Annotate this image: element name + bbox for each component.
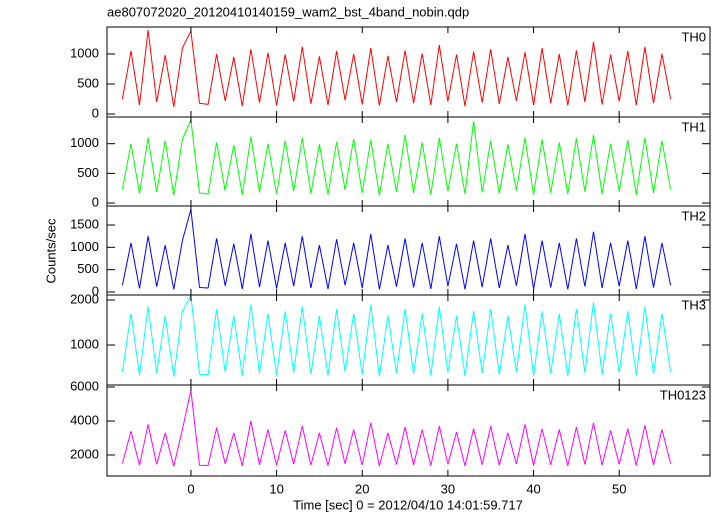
panel-frame (106, 116, 711, 207)
y-tick-label: 1000 (70, 45, 99, 60)
y-tick-label: 0 (92, 283, 99, 298)
x-tick-label: 50 (612, 481, 626, 496)
data-line (121, 119, 672, 196)
panel-label: TH0 (681, 29, 706, 44)
data-line (121, 209, 672, 290)
y-tick-label: 1000 (70, 135, 99, 150)
y-tick-label: 0 (92, 194, 99, 209)
panel-frame (106, 384, 711, 477)
y-tick-label: 4000 (70, 412, 99, 427)
x-tick-label: 40 (526, 481, 540, 496)
y-tick-label: 1000 (70, 239, 99, 254)
y-axis-label: Counts/sec (43, 218, 58, 284)
chart-title: ae807072020_20120410140159_wam2_bst_4ban… (107, 4, 469, 19)
y-tick-label: 0 (92, 105, 99, 120)
x-tick-label: 0 (187, 481, 194, 496)
x-tick-label: 10 (269, 481, 283, 496)
y-tick-label: 2000 (70, 446, 99, 461)
y-tick-label: 2000 (70, 291, 99, 306)
y-tick-label: 1000 (70, 336, 99, 351)
x-tick-label: 20 (355, 481, 369, 496)
x-axis-label: Time [sec] 0 = 2012/04/10 14:01:59.717 (293, 497, 523, 512)
panel-label: TH2 (681, 208, 706, 223)
data-line (121, 295, 672, 377)
y-tick-label: 500 (77, 165, 99, 180)
y-tick-label: 500 (77, 75, 99, 90)
x-tick-label: 30 (441, 481, 455, 496)
y-tick-label: 500 (77, 261, 99, 276)
panel-label: TH1 (681, 119, 706, 134)
data-line (121, 29, 672, 107)
y-tick-label: 1500 (70, 216, 99, 231)
panel-label: TH0123 (660, 387, 706, 402)
panel-label: TH3 (681, 297, 706, 312)
y-tick-label: 6000 (70, 378, 99, 393)
data-line (121, 390, 672, 467)
